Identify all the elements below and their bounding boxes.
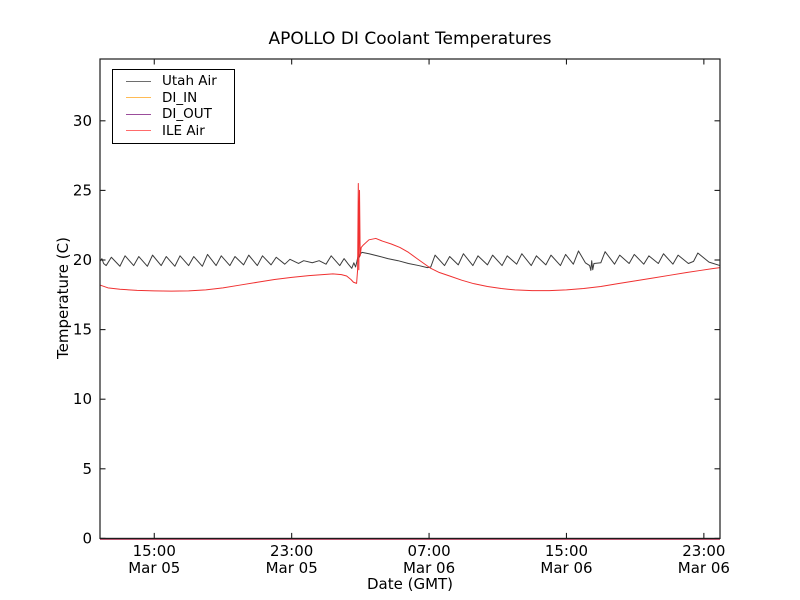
y-tick-label: 25: [73, 181, 92, 199]
legend-line-sample-utah-air: [126, 80, 151, 82]
x-tick-label-date: Mar 05: [266, 559, 318, 577]
x-tick-label-time: 23:00: [682, 542, 725, 560]
legend-item-utah-air: Utah Air: [119, 73, 228, 90]
legend-item-label: Utah Air: [162, 73, 217, 90]
legend-item-label: DI_IN: [162, 89, 198, 106]
legend-line-sample-di-out: [126, 113, 151, 115]
y-tick-label: 10: [73, 390, 92, 408]
axes-frame: [99, 58, 721, 539]
x-tick-label-date: Mar 05: [128, 559, 180, 577]
x-tick-label-time: 23:00: [270, 542, 313, 560]
legend-item-label: ILE Air: [162, 122, 205, 139]
y-tick-label: 15: [73, 321, 92, 339]
series-line-ile-air: [99, 182, 721, 292]
legend-item-label: DI_OUT: [162, 106, 212, 123]
x-tick-label-time: 07:00: [407, 542, 450, 560]
legend-item-di-in: DI_IN: [119, 90, 228, 107]
series-line-utah-air: [99, 250, 721, 271]
y-tick-label: 20: [73, 251, 92, 269]
x-tick-label-date: Mar 06: [403, 559, 455, 577]
x-tick-label-time: 15:00: [545, 542, 588, 560]
legend-line-sample-di-in: [126, 97, 151, 99]
y-axis-label: Temperature (C): [54, 237, 72, 359]
x-axis-label: Date (GMT): [366, 575, 454, 593]
x-tick-label-date: Mar 06: [540, 559, 592, 577]
legend: Utah Air DI_IN DI_OUT ILE Air: [112, 69, 235, 144]
legend-item-ile-air: ILE Air: [119, 123, 228, 140]
legend-line-sample-ile-air: [126, 130, 151, 132]
chart-title: APOLLO DI Coolant Temperatures: [268, 29, 552, 49]
y-tick-label: 30: [73, 112, 92, 130]
x-tick-label-time: 15:00: [133, 542, 176, 560]
y-tick-label: 0: [82, 529, 92, 547]
legend-item-di-out: DI_OUT: [119, 106, 228, 123]
y-tick-label: 5: [82, 460, 92, 478]
x-tick-label-date: Mar 06: [678, 559, 730, 577]
